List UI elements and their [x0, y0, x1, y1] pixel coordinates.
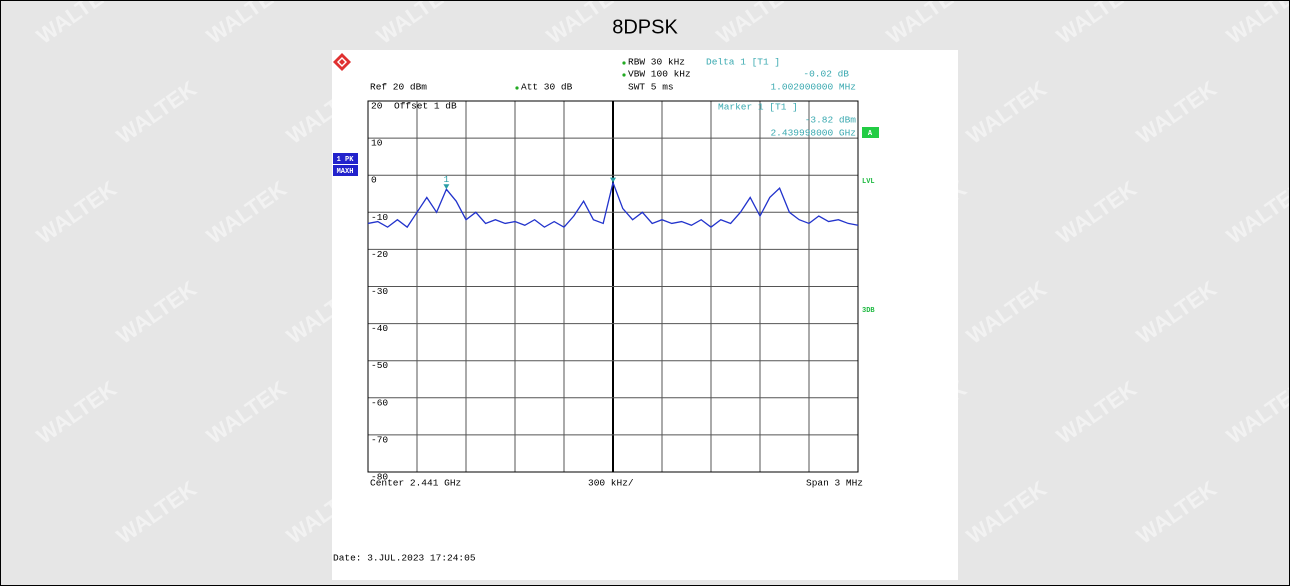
delta-title: Delta 1 [T1 ]: [706, 57, 780, 68]
flag-lvl: LVL: [862, 178, 875, 186]
trace-box: [333, 165, 358, 176]
marker-freq: 2.439998000 GHz: [770, 128, 856, 139]
y-tick-label: -30: [371, 286, 388, 297]
center: Center 2.441 GHz: [370, 478, 461, 489]
att: Att 30 dB: [521, 82, 573, 93]
per-div: 300 kHz/: [588, 478, 634, 489]
y-tick-label: -70: [371, 434, 388, 445]
plot: 20 10 0 -10 -20 -30 -40 -50 -60 -70 -80 1: [367, 100, 859, 483]
marker-level: -3.82 dBm: [805, 115, 857, 126]
rbw: RBW 30 kHz: [628, 57, 685, 68]
y-tick-label: -80: [371, 472, 388, 483]
offset: Offset 1 dB: [394, 101, 457, 112]
star: [622, 61, 626, 65]
chart-title: 8DPSK: [612, 16, 678, 38]
y-tick-label: -60: [371, 397, 388, 408]
y-tick-label: -20: [371, 249, 388, 260]
logo: [333, 53, 351, 71]
star: [515, 86, 519, 90]
marker: [610, 177, 616, 183]
vbw: VBW 100 kHz: [628, 69, 691, 80]
flag-box: [862, 127, 879, 138]
delta-level: -0.02 dB: [803, 69, 849, 80]
marker-title: Marker 1 [T1 ]: [718, 102, 798, 113]
trace-box: [333, 153, 358, 164]
flag-a: A: [868, 130, 873, 138]
y-tick-label: -40: [371, 323, 388, 334]
y-tick-label: 10: [371, 138, 383, 149]
delta-freq: 1.002000000 MHz: [770, 82, 856, 93]
plot-border: [367, 100, 859, 473]
trace-mode: 1 PK: [337, 156, 355, 164]
y-tick-label: 20: [371, 101, 383, 112]
date: Date: 3.JUL.2023 17:24:05: [333, 553, 476, 564]
trace-mode: MAXH: [337, 168, 354, 176]
marker: [443, 184, 450, 190]
span: Span 3 MHz: [806, 478, 863, 489]
marker-label: 1: [444, 174, 450, 185]
y-tick-label: 0: [371, 175, 377, 186]
swt: SWT 5 ms: [628, 82, 674, 93]
ref: Ref 20 dBm: [370, 82, 427, 93]
y-tick-label: -10: [371, 212, 388, 223]
flag-3db: 3DB: [862, 307, 875, 315]
star: [622, 73, 626, 77]
y-tick-label: -50: [371, 360, 388, 371]
